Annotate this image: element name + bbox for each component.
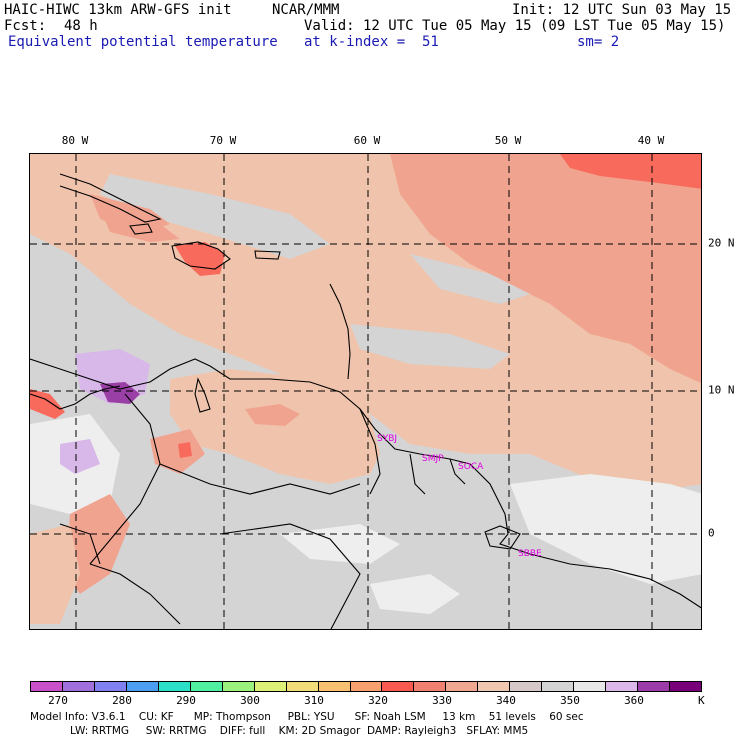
lat-label-10n: 10 N [708,383,735,397]
colorbar-swatch [606,682,639,691]
coastline-amazon-delta [484,525,521,550]
colorbar-tick-360: 360 [624,694,644,707]
field-gray-streak-3 [410,254,530,304]
border-peru [89,563,181,625]
lat-label-equator: 0 [708,526,715,540]
lon-label-50w: 50 W [494,134,522,147]
colorbar-swatch [382,682,415,691]
colorbar [30,681,702,692]
forecast-label: Fcst: [4,18,47,34]
colorbar-tick-290: 290 [176,694,196,707]
colorbar-swatch [350,682,383,691]
field-salmon-venezuela [245,404,300,426]
colorbar-tick-270: 270 [48,694,68,707]
border-fr-guiana [449,458,466,485]
coastline-south-america [30,358,701,609]
field-peach-pacific [30,524,80,624]
border-brazil-interior [219,523,361,629]
model-info-line2: LW: RRTMG SW: RRTMG DIFF: full KM: 2D Sm… [30,725,529,737]
station-sybj: SYBJ [377,434,397,444]
border-colombia [89,393,161,565]
colorbar-tick-340: 340 [496,694,516,707]
field-red-andes [178,442,192,458]
model-info-line1: Model Info: V3.6.1 CU: KF MP: Thompson P… [30,711,584,723]
field-gray-streak-2 [350,324,510,369]
lon-label-80w: 80 W [61,134,89,147]
coastline-cuba [59,173,162,223]
coastline-lesser-antilles [329,283,351,380]
station-sbbe: SBBE [518,549,542,559]
colorbar-tick-350: 350 [560,694,580,707]
colorbar-swatch [62,682,95,691]
level-index: at k-index = 51 [304,34,439,50]
field-salmon-pacific [65,494,130,594]
smoothing-value: sm= 2 [577,34,620,50]
colorbar-swatch [542,682,575,691]
colorbar-swatch [286,682,319,691]
colorbar-tick-280: 280 [112,694,132,707]
station-smjp: SMJP [422,454,444,464]
coastline-puerto-rico [254,250,281,260]
colorbar-swatch [254,682,287,691]
lon-label-70w: 70 W [209,134,237,147]
coastline-hispaniola [171,241,231,270]
forecast-hour: 48 h [64,18,98,34]
colorbar-swatch [318,682,351,691]
colorbar-swatch [574,682,607,691]
border-ecuador [59,523,101,565]
field-white-mouth [510,474,701,584]
border-guyana [359,408,381,495]
lon-label-60w: 60 W [353,134,381,147]
colorbar-swatch [510,682,543,691]
init-time: Init: 12 UTC Sun 03 May 15 [512,2,732,18]
border-venezuela-brazil [159,463,361,495]
colorbar-tick-330: 330 [432,694,452,707]
colorbar-swatch [158,682,191,691]
colorbar-swatch [670,682,702,691]
border-suriname [409,453,426,495]
colorbar-swatch [94,682,127,691]
field-salmon-andes [150,429,205,474]
field-white-south [370,574,460,614]
colorbar-swatch [222,682,255,691]
colorbar-tick-310: 310 [304,694,324,707]
field-red-ne [560,154,701,189]
field-salmon-cuba [100,209,180,242]
colorbar-swatch [190,682,223,691]
valid-time: Valid: 12 UTC Tue 05 May 15 (09 LST Tue … [304,18,726,34]
colorbar-tick-320: 320 [368,694,388,707]
field-lavender-south [60,439,100,474]
colorbar-swatch [126,682,159,691]
colorbar-swatch [478,682,511,691]
theta-e-map: SYBJ SMJP SOCA SBBE [29,153,702,630]
colorbar-swatch [414,682,447,691]
field-peach-venezuela [170,369,380,484]
field-red-hispaniola [175,242,225,276]
field-gray-streak-1 [100,174,330,259]
colorbar-swatch [446,682,479,691]
lat-label-20n: 20 N [708,236,735,250]
coastline-jamaica [129,223,153,235]
center-label: NCAR/MMM [272,2,340,18]
coastline-panama [30,385,121,410]
colorbar-unit: K [698,694,705,707]
coastline-maracaibo [194,377,211,413]
lon-label-40w: 40 W [637,134,665,147]
field-name: Equivalent potential temperature [8,34,278,50]
field-salmon-ne [390,154,701,384]
colorbar-tick-300: 300 [240,694,260,707]
colorbar-swatch [638,682,671,691]
model-title: HAIC-HIWC 13km ARW-GFS init [4,2,232,18]
station-soca: SOCA [458,462,484,472]
colorbar-swatch [31,682,63,691]
